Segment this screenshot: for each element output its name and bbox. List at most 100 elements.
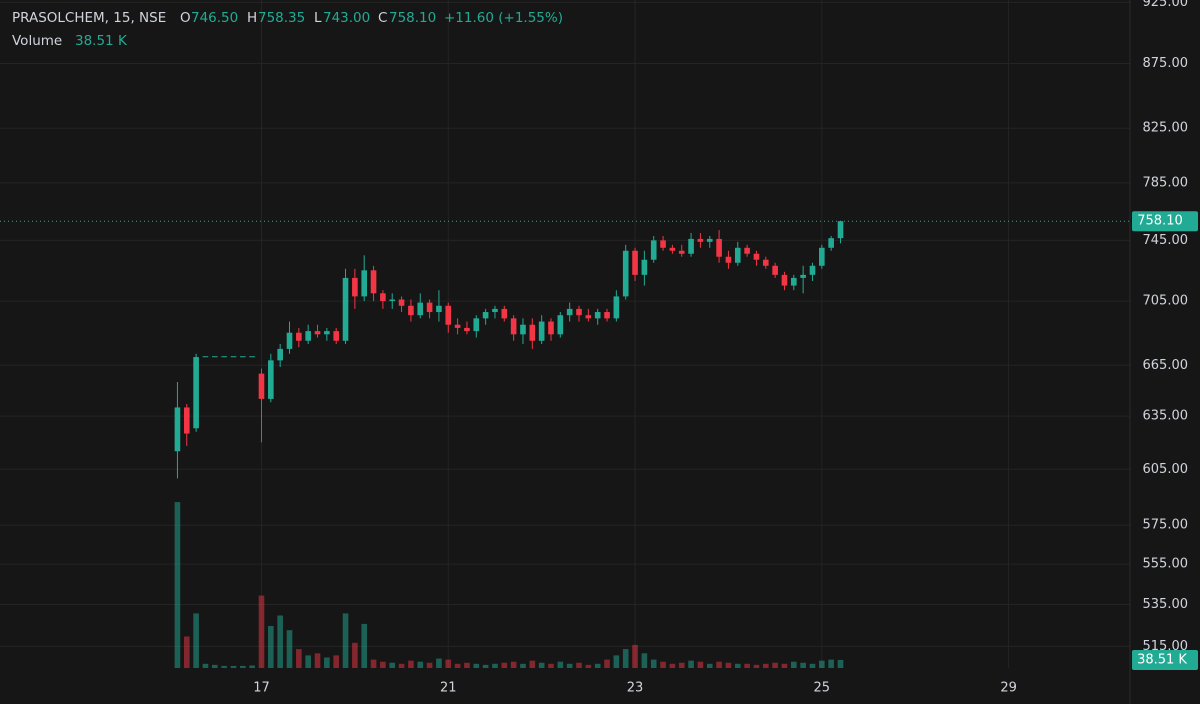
volume-title: Volume: [12, 33, 62, 49]
candle-body: [202, 356, 209, 358]
candle-body: [734, 247, 741, 263]
candle-body: [193, 357, 199, 429]
candle-body: [660, 240, 666, 248]
open-label: O: [180, 10, 191, 26]
volume-bar: [193, 613, 199, 668]
candle-body: [230, 356, 237, 358]
volume-bar: [837, 659, 844, 668]
open-value: 746.50: [191, 10, 238, 26]
candle-body: [296, 332, 302, 341]
volume-bar: [398, 663, 405, 668]
candle-body: [370, 270, 377, 294]
volume-bar: [183, 636, 190, 668]
y-tick-label: 745.00: [1143, 233, 1189, 248]
candle-body: [594, 312, 601, 319]
volume-bar: [538, 662, 545, 668]
y-tick-label: 875.00: [1143, 56, 1189, 71]
candle-body: [305, 331, 311, 341]
candle-body: [445, 305, 452, 325]
volume-bar: [650, 659, 657, 668]
volume-bar: [706, 663, 713, 668]
volume-bar: [669, 663, 676, 668]
candle-body: [641, 259, 648, 275]
y-tick-label: 635.00: [1143, 409, 1189, 424]
volume-value: 38.51 K: [75, 33, 128, 49]
volume-bar: [622, 649, 629, 668]
volume-bar: [408, 660, 414, 668]
volume-bar: [744, 663, 750, 668]
candle-body: [277, 348, 283, 361]
candle-body: [380, 293, 386, 302]
high-label: H: [247, 10, 257, 26]
volume-bar: [314, 653, 321, 668]
candle-body: [725, 256, 732, 263]
candle-body: [791, 277, 797, 286]
volume-bar: [258, 595, 265, 668]
volume-bar: [520, 663, 526, 668]
volume-bar: [305, 655, 311, 668]
candle-body: [436, 305, 442, 313]
y-tick-label: 925.00: [1143, 0, 1189, 10]
y-tick-label: 705.00: [1143, 294, 1189, 309]
volume-bar: [473, 663, 480, 668]
volume-bar: [426, 662, 433, 668]
volume-bar: [492, 663, 498, 668]
volume-bar: [361, 623, 368, 668]
volume-bar: [352, 642, 358, 668]
volume-bar: [268, 626, 274, 668]
candle-body: [249, 356, 255, 358]
volume-bar: [585, 664, 592, 668]
volume-bar: [641, 653, 648, 668]
candle-body: [417, 302, 424, 316]
candle-body: [473, 318, 480, 332]
volume-bar: [678, 662, 685, 668]
volume-bar: [370, 659, 377, 668]
candle-body: [333, 331, 339, 341]
candle-body: [548, 321, 554, 335]
legend-header: PRASOLCHEM, 15, NSE O 746.50 H 758.35 L …: [12, 10, 563, 49]
last-price-tag: [1132, 211, 1198, 232]
volume-bar: [202, 663, 209, 668]
candle-body: [520, 324, 526, 335]
volume-bar: [482, 664, 489, 668]
volume-bar: [249, 665, 255, 668]
volume-bar: [557, 661, 564, 668]
candle-body: [286, 332, 293, 349]
volume-bar: [510, 661, 517, 668]
y-tick-label: 785.00: [1143, 175, 1189, 190]
volume-bar: [716, 661, 722, 668]
volume-bar: [333, 655, 339, 668]
volume-bar: [800, 662, 806, 668]
y-tick-label: 555.00: [1143, 557, 1189, 572]
volume-bar: [342, 613, 349, 668]
volume-bar: [286, 630, 293, 668]
y-tick-label: 605.00: [1143, 462, 1189, 477]
volume-bar: [240, 665, 246, 668]
candle-body: [772, 265, 778, 275]
candle-body: [352, 277, 358, 297]
symbol: PRASOLCHEM, 15, NSE: [12, 10, 166, 26]
candle-body: [221, 356, 227, 358]
candle-body: [361, 270, 368, 297]
volume-bar: [417, 661, 424, 668]
volume-bar: [660, 661, 666, 668]
volume-bar: [697, 661, 704, 668]
candle-body: [492, 308, 498, 313]
volume-bar: [380, 661, 386, 668]
candle-body: [454, 324, 461, 328]
candle-body: [632, 250, 638, 275]
candle-body: [174, 407, 181, 452]
candle-body: [716, 238, 722, 257]
candle-body: [604, 312, 610, 319]
y-tick-label: 535.00: [1143, 597, 1189, 612]
volume-bar: [725, 662, 732, 668]
candle-body: [557, 315, 564, 335]
volume-bar: [211, 664, 218, 668]
x-tick-label: 29: [1000, 681, 1017, 696]
volume-bar: [501, 662, 508, 668]
volume-bar: [436, 658, 442, 668]
candle-body: [389, 299, 396, 302]
candle-body: [622, 250, 629, 297]
candle-body: [482, 312, 489, 319]
